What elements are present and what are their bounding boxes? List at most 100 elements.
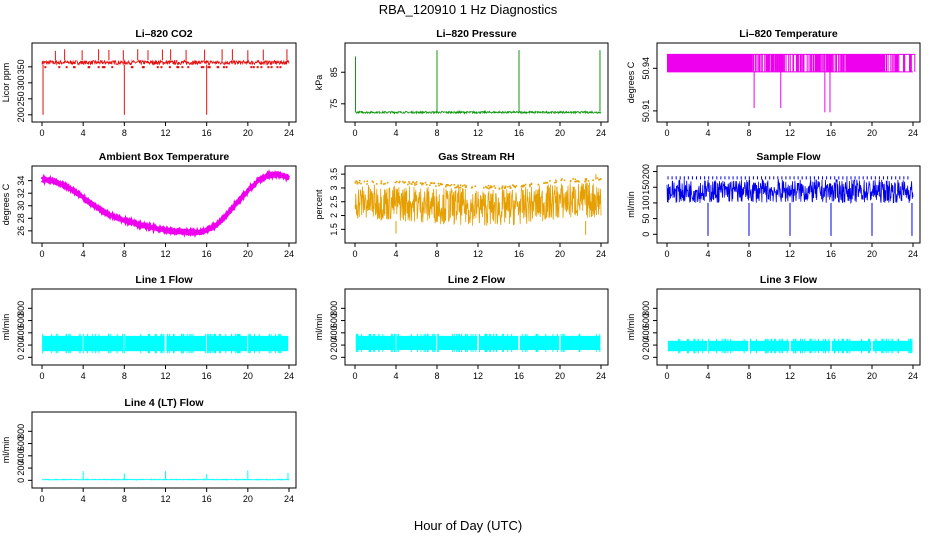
data-point <box>358 181 360 184</box>
chart-title: Line 3 Flow <box>760 274 818 286</box>
data-point <box>256 66 259 69</box>
data-point <box>455 186 457 189</box>
y-tick-label: 0 <box>16 355 26 360</box>
data-point <box>366 180 369 183</box>
x-tick-label: 4 <box>81 249 86 259</box>
data-point <box>101 66 104 69</box>
y-axis-label: ml/min <box>626 191 636 218</box>
data-band-segment <box>519 335 560 350</box>
data-band-segment <box>166 335 206 352</box>
series-line1 <box>42 333 289 354</box>
data-point <box>103 66 106 69</box>
data-point <box>465 185 468 187</box>
data-point <box>501 185 504 187</box>
data-band-segment <box>396 335 437 350</box>
chart-line4: Line 4 (LT) Flow ml/min 0 4 8 12 16 20 24 0 200400… <box>1 397 297 504</box>
x-axis-title: Hour of Day (UTC) <box>413 518 523 533</box>
y-tick-label: 0 <box>329 355 339 360</box>
y-tick-label: 100 <box>641 195 651 210</box>
data-point <box>515 185 518 187</box>
y-tick-label: 0 <box>641 232 651 237</box>
figure-title: RBA_120910 1 Hz Diagnostics <box>378 2 558 17</box>
y-axis-label: ml/min <box>314 314 324 341</box>
data-point <box>512 184 514 186</box>
x-tick-label: 12 <box>473 371 483 381</box>
data-point <box>208 66 211 69</box>
data-point <box>555 179 557 182</box>
data-point <box>600 178 602 180</box>
y-tick-label: 600 <box>16 313 26 328</box>
y-tick-label: 600 <box>16 436 26 451</box>
x-tick-label: 24 <box>596 128 606 138</box>
data-point <box>543 182 545 184</box>
y-tick-label: 800 <box>329 301 339 316</box>
data-point <box>432 182 435 185</box>
data-point <box>457 184 459 187</box>
plot-frame <box>344 42 609 123</box>
chart-title: Line 4 (LT) Flow <box>124 397 204 409</box>
data-point <box>486 187 489 189</box>
x-tick-label: 8 <box>746 249 751 259</box>
x-tick-label: 4 <box>393 249 398 259</box>
x-tick-label: 0 <box>39 128 44 138</box>
data-point <box>549 180 551 182</box>
data-point <box>501 186 504 188</box>
data-point <box>569 180 572 183</box>
data-point <box>433 182 436 184</box>
data-point <box>44 66 47 69</box>
data-point <box>575 180 578 182</box>
plot-frame <box>344 288 609 366</box>
data-point <box>276 66 279 69</box>
x-tick-label: 4 <box>81 494 86 504</box>
series-band <box>41 58 290 66</box>
y-tick-label: 28 <box>16 213 26 223</box>
x-tick-label: 24 <box>284 371 294 381</box>
y-axis-label: kPa <box>314 75 324 91</box>
x-tick-label: 12 <box>473 128 483 138</box>
data-point <box>512 185 515 187</box>
series-li820temp <box>667 53 916 113</box>
data-point <box>493 185 495 187</box>
series-line <box>40 168 291 237</box>
data-point <box>222 66 225 69</box>
y-tick-label: 250 <box>16 91 26 106</box>
x-tick-label: 8 <box>746 128 751 138</box>
data-point <box>395 180 398 183</box>
data-point <box>450 183 453 186</box>
data-point <box>459 186 462 189</box>
y-axis-label: ml/min <box>1 437 11 464</box>
data-point <box>447 184 449 186</box>
series-band <box>666 178 914 205</box>
data-point <box>429 184 431 187</box>
data-point <box>421 183 423 186</box>
data-point <box>356 181 359 183</box>
data-point <box>372 181 375 184</box>
data-point <box>270 66 273 69</box>
data-point <box>485 185 487 188</box>
data-point <box>356 182 359 185</box>
data-point <box>491 186 493 188</box>
data-point <box>407 183 409 186</box>
data-point <box>555 181 558 183</box>
y-tick-label: 400 <box>641 325 651 340</box>
data-point <box>454 186 456 189</box>
chart-title: Ambient Box Temperature <box>99 151 230 163</box>
data-point <box>422 182 425 185</box>
chart-rh: Gas Stream RH percent 0 4 8 12 16 20 24 1.5 2 2.5 3 3… <box>314 151 609 259</box>
chart-title: Li–820 Temperature <box>739 28 838 40</box>
series-ambtemp <box>40 168 291 238</box>
data-point <box>577 180 579 182</box>
chart-line2: Line 2 Flow ml/min 0 4 8 12 16 20 24 0 20040060080… <box>314 274 609 381</box>
data-point <box>521 185 524 188</box>
data-point <box>498 188 501 190</box>
y-tick-label: 600 <box>641 313 651 328</box>
y-tick-label: 150 <box>641 180 651 195</box>
x-tick-label: 0 <box>39 494 44 504</box>
data-point <box>279 66 282 69</box>
data-point <box>537 183 540 186</box>
data-point <box>414 182 416 184</box>
data-point <box>394 181 397 184</box>
data-point <box>441 183 443 186</box>
y-tick-label: 400 <box>329 325 339 340</box>
